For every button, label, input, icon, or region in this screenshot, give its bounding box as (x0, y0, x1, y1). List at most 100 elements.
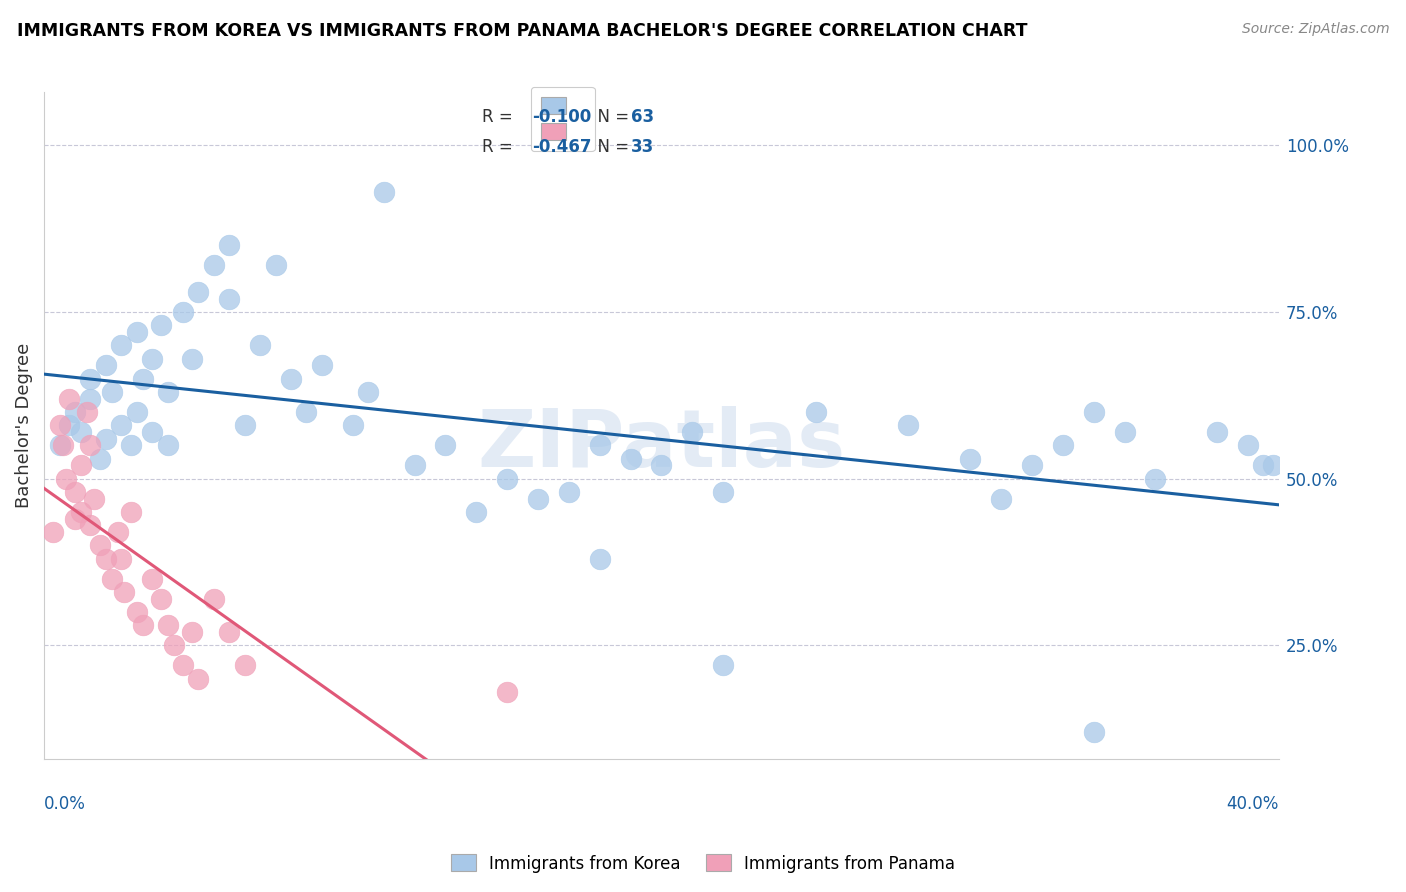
Point (132, 371, 155, 385)
Text: -0.467: -0.467 (531, 137, 592, 156)
Point (101, 572, 124, 586)
Point (434, 438, 457, 452)
Point (373, 185, 395, 199)
Point (79, 438, 101, 452)
Point (990, 491, 1012, 506)
Point (187, 285, 209, 299)
Point (79, 518, 101, 533)
Point (233, 658, 256, 673)
Point (249, 338, 271, 352)
Text: R =: R = (482, 137, 519, 156)
Point (110, 418, 132, 433)
Point (150, 318, 173, 333)
Point (295, 405, 318, 419)
Point (681, 425, 703, 439)
Point (218, 625, 240, 640)
Point (357, 384, 380, 399)
Point (589, 551, 612, 566)
Legend: Immigrants from Korea, Immigrants from Panama: Immigrants from Korea, Immigrants from P… (444, 847, 962, 880)
Text: R =: R = (482, 108, 519, 126)
Point (110, 551, 132, 566)
Point (112, 585, 135, 599)
Text: N =: N = (588, 108, 634, 126)
Point (58, 392, 80, 406)
Point (70, 458, 93, 473)
Point (897, 418, 920, 433)
Point (496, 472, 519, 486)
Point (107, 524, 129, 539)
Point (1261, 458, 1284, 473)
Point (120, 438, 142, 452)
Text: -0.100: -0.100 (531, 108, 591, 126)
Point (79, 371, 101, 385)
Point (311, 358, 333, 372)
Point (959, 451, 981, 466)
Point (55, 472, 77, 486)
Point (172, 305, 194, 319)
Text: 63: 63 (631, 108, 654, 126)
Point (89, 451, 111, 466)
Point (94, 551, 117, 566)
Point (1052, 438, 1074, 452)
Point (404, 458, 426, 473)
Point (110, 338, 132, 352)
Point (1206, 425, 1229, 439)
Point (132, 618, 155, 632)
Point (1083, 405, 1105, 419)
Text: N =: N = (588, 137, 634, 156)
Point (70, 505, 93, 519)
Y-axis label: Bachelor's Degree: Bachelor's Degree (15, 343, 32, 508)
Point (48, 418, 70, 433)
Text: ZIPatlas: ZIPatlas (478, 406, 845, 484)
Point (42, 524, 65, 539)
Point (83, 491, 105, 506)
Text: 0.0%: 0.0% (44, 796, 86, 814)
Point (1083, 725, 1105, 739)
Point (52, 438, 75, 452)
Point (163, 639, 186, 653)
Point (141, 425, 163, 439)
Point (172, 658, 194, 673)
Point (63, 405, 86, 419)
Point (342, 418, 364, 433)
Point (58, 418, 80, 433)
Point (1144, 472, 1167, 486)
Point (79, 392, 101, 406)
Point (804, 405, 827, 419)
Point (63, 511, 86, 525)
Point (496, 685, 519, 699)
Point (76, 405, 98, 419)
Point (218, 238, 240, 252)
Point (711, 485, 734, 500)
Point (650, 458, 672, 473)
Point (264, 258, 287, 272)
Point (156, 438, 179, 452)
Point (156, 618, 179, 632)
Point (280, 371, 302, 385)
Point (156, 384, 179, 399)
Point (187, 672, 209, 686)
Point (711, 658, 734, 673)
Point (181, 351, 204, 366)
Point (589, 438, 612, 452)
Point (1114, 425, 1136, 439)
Text: 40.0%: 40.0% (1226, 796, 1279, 814)
Point (48, 438, 70, 452)
Point (125, 405, 148, 419)
Point (125, 325, 148, 339)
Text: IMMIGRANTS FROM KOREA VS IMMIGRANTS FROM PANAMA BACHELOR'S DEGREE CORRELATION CH: IMMIGRANTS FROM KOREA VS IMMIGRANTS FROM… (17, 22, 1028, 40)
Point (101, 384, 124, 399)
Point (202, 591, 225, 606)
Point (1021, 458, 1043, 473)
Point (558, 485, 581, 500)
Point (94, 358, 117, 372)
Point (94, 432, 117, 446)
Point (120, 505, 142, 519)
Point (233, 418, 256, 433)
Point (63, 485, 86, 500)
Text: Source: ZipAtlas.com: Source: ZipAtlas.com (1241, 22, 1389, 37)
Point (527, 491, 550, 506)
Point (125, 605, 148, 619)
Point (1253, 458, 1275, 473)
Point (181, 625, 204, 640)
